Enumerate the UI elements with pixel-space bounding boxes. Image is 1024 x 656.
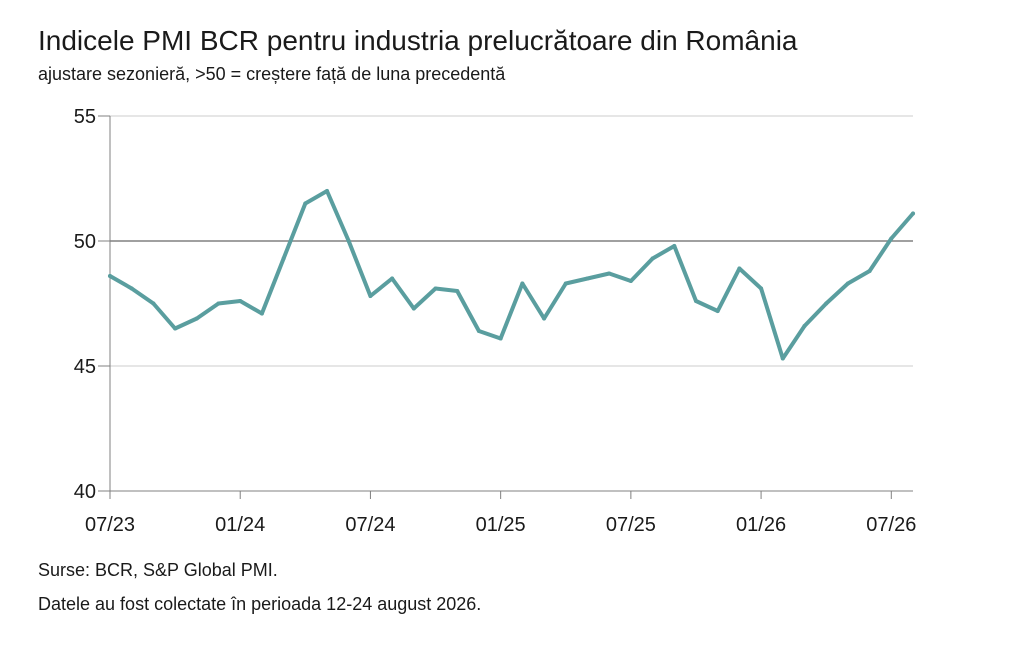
x-tick-label: 01/24 [215,514,265,536]
data-point [303,201,308,206]
data-point [411,306,416,311]
data-point [628,279,633,283]
data-point [108,274,112,278]
data-point [867,269,872,273]
data-point [498,336,503,341]
data-point [259,311,264,316]
data-point [737,266,742,271]
pmi-series-line [108,189,915,361]
y-tick-label: 40 [74,481,96,503]
data-point [325,189,330,193]
data-point [563,281,568,286]
x-tick-label: 01/25 [476,514,526,536]
data-point [368,294,373,298]
data-point [476,329,481,333]
chart-title: Indicele PMI BCR pentru industria preluc… [38,25,798,56]
data-point [889,236,894,241]
data-point [759,286,764,291]
data-point [173,326,178,331]
data-point [802,324,807,328]
data-point [780,356,785,361]
data-point [346,239,351,243]
data-point [585,276,590,281]
x-tick-label: 07/23 [85,514,135,536]
x-tick-label: 01/26 [736,514,786,536]
data-point [542,316,547,321]
data-point [607,271,612,276]
data-point [194,316,199,321]
collection-note: Datele au fost colectate în perioada 12-… [38,594,482,614]
y-tick-label: 50 [74,231,96,253]
source-note: Surse: BCR, S&P Global PMI. [38,560,278,580]
x-tick-label: 07/26 [866,514,916,536]
data-point [824,301,829,306]
data-point [129,286,134,291]
data-point [520,281,525,286]
data-point [216,301,221,306]
data-point [650,256,655,261]
data-point [911,211,915,216]
data-point [390,276,395,281]
y-tick-label: 45 [74,356,96,378]
data-point [151,301,156,306]
data-point [845,281,850,286]
data-point [455,289,460,293]
y-tick-label: 55 [74,106,96,128]
data-point [715,309,720,313]
x-tick-label: 07/24 [345,514,395,536]
data-point [433,286,438,291]
chart-subtitle: ajustare sezonieră, >50 = creștere față … [38,64,506,84]
data-point [281,256,286,261]
data-point [238,299,243,303]
data-point [672,244,677,248]
x-tick-label: 07/25 [606,514,656,536]
data-point [693,299,698,303]
